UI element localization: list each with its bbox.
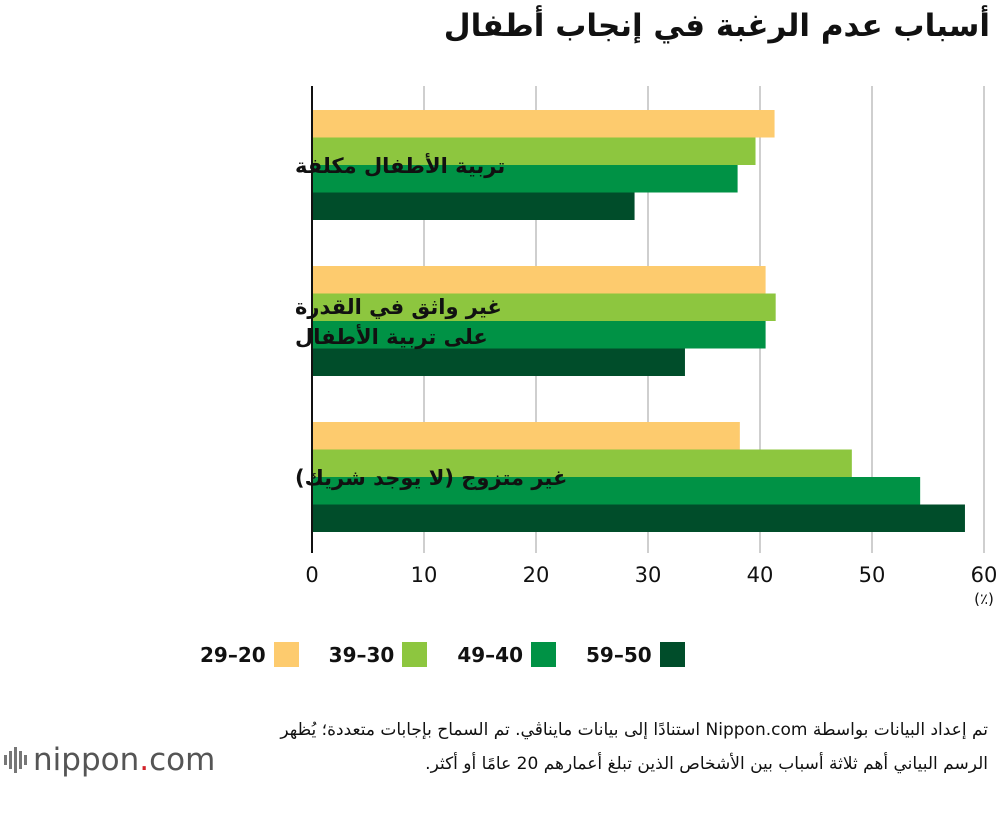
legend-swatch [402,642,428,667]
bar [312,504,965,532]
bar-chart: 0 10 20 30 40 50 60 (٪) تربية الأطفال مكلفة غير و… [295,86,998,608]
category-label: على تربية الأطفال [295,323,488,349]
unit-label: (٪) [974,590,994,608]
logo-bars-icon [4,747,27,773]
legend-label: 49–40 [457,642,524,667]
x-tick-label: 20 [523,563,550,587]
bar [312,165,738,193]
x-tick-label: 60 [971,563,998,587]
nippon-logo: nippon. com [4,742,215,778]
bar [312,477,921,505]
bar [312,266,766,294]
legend-item: 49–40 [457,642,557,667]
legend-label: 29–20 [200,642,266,667]
legend-item: 29–20 [200,642,299,667]
legend-swatch [273,642,299,667]
bar [312,321,766,349]
legend-label: 59–50 [586,642,652,667]
bar [312,422,740,450]
legend-swatch [659,642,685,667]
x-tick-label: 50 [859,563,886,587]
bar [312,192,635,220]
x-tick-label: 0 [305,563,318,587]
bar [312,348,685,376]
logo-dot: . [139,742,150,778]
x-tick-label: 40 [747,563,774,587]
category-label: غير واثق في القدرة [295,295,502,319]
x-tick-label: 30 [635,563,662,587]
logo-suffix: com [149,742,216,778]
x-tick-label: 10 [411,563,438,587]
legend-item: 59–50 [586,642,685,667]
logo-text: nippon [33,742,140,778]
category-label: غير متزوج (لا يوجد شريك) [295,466,567,491]
chart-title: أسباب عدم الرغبة في إنجاب أطفال [443,8,990,44]
source-note: تم إعداد البيانات بواسطة Nippon.com استن… [280,720,988,774]
bar [312,137,756,165]
legend: 59–50 49–40 39–30 29–20 [200,642,685,667]
legend-label: 39–30 [328,642,395,667]
category-label: تربية الأطفال مكلفة [295,152,505,178]
legend-swatch [531,642,557,667]
legend-item: 39–30 [329,642,428,667]
bar [312,449,852,477]
bar [312,110,775,138]
bar [312,293,776,321]
